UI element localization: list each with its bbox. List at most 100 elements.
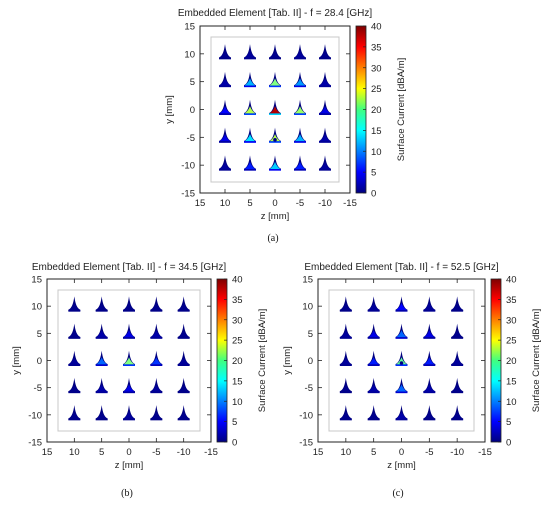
element-current (294, 134, 306, 142)
chart-title: Embedded Element [Tab. II] - f = 52.5 [G… (304, 262, 498, 273)
element-base (367, 310, 380, 312)
element-current (423, 357, 435, 365)
element-base (367, 391, 380, 394)
element-base (123, 337, 135, 339)
antenna-element (68, 350, 81, 366)
element-current (219, 106, 231, 114)
colorbar-tick-label: 20 (232, 356, 243, 367)
x-tick-label: 0 (272, 198, 277, 209)
element-base (219, 57, 231, 60)
antenna-element (339, 296, 352, 312)
antenna-element (451, 350, 464, 366)
antenna-element (123, 405, 135, 421)
y-axis-label: y [mm] (282, 346, 293, 375)
element-current (368, 411, 380, 419)
antenna-element (219, 71, 231, 88)
antenna-element (294, 99, 306, 115)
x-axis-label: z [mm] (115, 460, 144, 471)
y-tick-label: -5 (305, 383, 313, 394)
colorbar-label: Surface Current [dBA/m] (257, 309, 268, 412)
antenna-element (68, 323, 81, 339)
antenna-element (395, 323, 408, 339)
y-tick-label: -15 (28, 438, 42, 449)
element-base (269, 85, 281, 88)
antenna-element (269, 71, 281, 88)
antenna-element (451, 296, 464, 312)
colorbar-tick-label: 15 (506, 376, 517, 387)
colorbar-tick-label: 20 (506, 356, 517, 367)
element-current (294, 78, 306, 86)
antenna-element (150, 323, 163, 339)
antenna-element (319, 127, 331, 143)
antenna-element (367, 323, 380, 339)
element-base (95, 337, 108, 339)
antenna-element (123, 323, 135, 339)
element-base (95, 364, 108, 366)
antenna-element (367, 405, 380, 421)
element-base (244, 57, 256, 60)
colorbar-tick-label: 40 (232, 275, 243, 286)
y-tick-label: -15 (299, 438, 313, 449)
substrate-outline (328, 289, 475, 432)
element-base (294, 169, 306, 171)
element-current (96, 302, 108, 311)
element-base (244, 169, 256, 171)
y-tick-label: 10 (31, 302, 42, 313)
antenna-element (367, 350, 380, 366)
x-axis-label: z [mm] (387, 460, 416, 471)
element-base (423, 337, 436, 339)
element-base (319, 113, 331, 115)
x-tick-label: -5 (152, 447, 160, 458)
antenna-element (319, 44, 331, 60)
antenna-element (269, 155, 281, 171)
element-base (451, 418, 464, 421)
colorbar-tick-label: 10 (371, 147, 382, 158)
element-base (294, 85, 306, 88)
antenna-element (339, 323, 352, 339)
colorbar-tick-label: 35 (371, 42, 382, 53)
element-current (123, 384, 135, 392)
antenna-element (68, 405, 81, 421)
colorbar-tick-label: 30 (371, 63, 382, 74)
element-current (123, 411, 135, 419)
element-base (339, 337, 352, 339)
antenna-element (177, 323, 190, 339)
element-current (319, 50, 331, 58)
antenna-element (269, 44, 281, 60)
element-base (150, 364, 163, 366)
x-tick-label: 10 (220, 198, 231, 209)
element-current (68, 384, 80, 392)
element-current (396, 411, 407, 419)
antenna-element (244, 155, 256, 171)
antenna-element (123, 377, 135, 394)
feed-point (399, 361, 404, 365)
element-current (219, 78, 231, 86)
colorbar-tick-label: 35 (232, 295, 243, 306)
y-tick-label: 5 (37, 329, 42, 340)
element-base (395, 418, 408, 421)
element-current (96, 357, 108, 365)
element-base (451, 391, 464, 394)
antenna-element (95, 350, 108, 366)
element-base (395, 391, 408, 394)
element-current (150, 411, 162, 419)
antenna-element (177, 377, 190, 394)
element-current (150, 357, 162, 365)
element-current (269, 50, 281, 58)
element-current (269, 78, 281, 86)
x-tick-label: 10 (69, 447, 80, 458)
element-current (244, 50, 256, 58)
element-base (423, 418, 436, 421)
x-tick-label: 15 (195, 198, 206, 209)
element-current (396, 330, 407, 338)
antenna-element (294, 127, 306, 143)
element-base (150, 391, 163, 394)
antenna-element (68, 296, 81, 312)
antenna-element (244, 99, 256, 115)
antenna-element (150, 296, 163, 312)
x-tick-label: 0 (399, 447, 404, 458)
element-base (339, 364, 352, 366)
element-base (219, 85, 231, 88)
x-tick-label: 10 (341, 447, 352, 458)
colorbar-tick-label: 30 (232, 315, 243, 326)
